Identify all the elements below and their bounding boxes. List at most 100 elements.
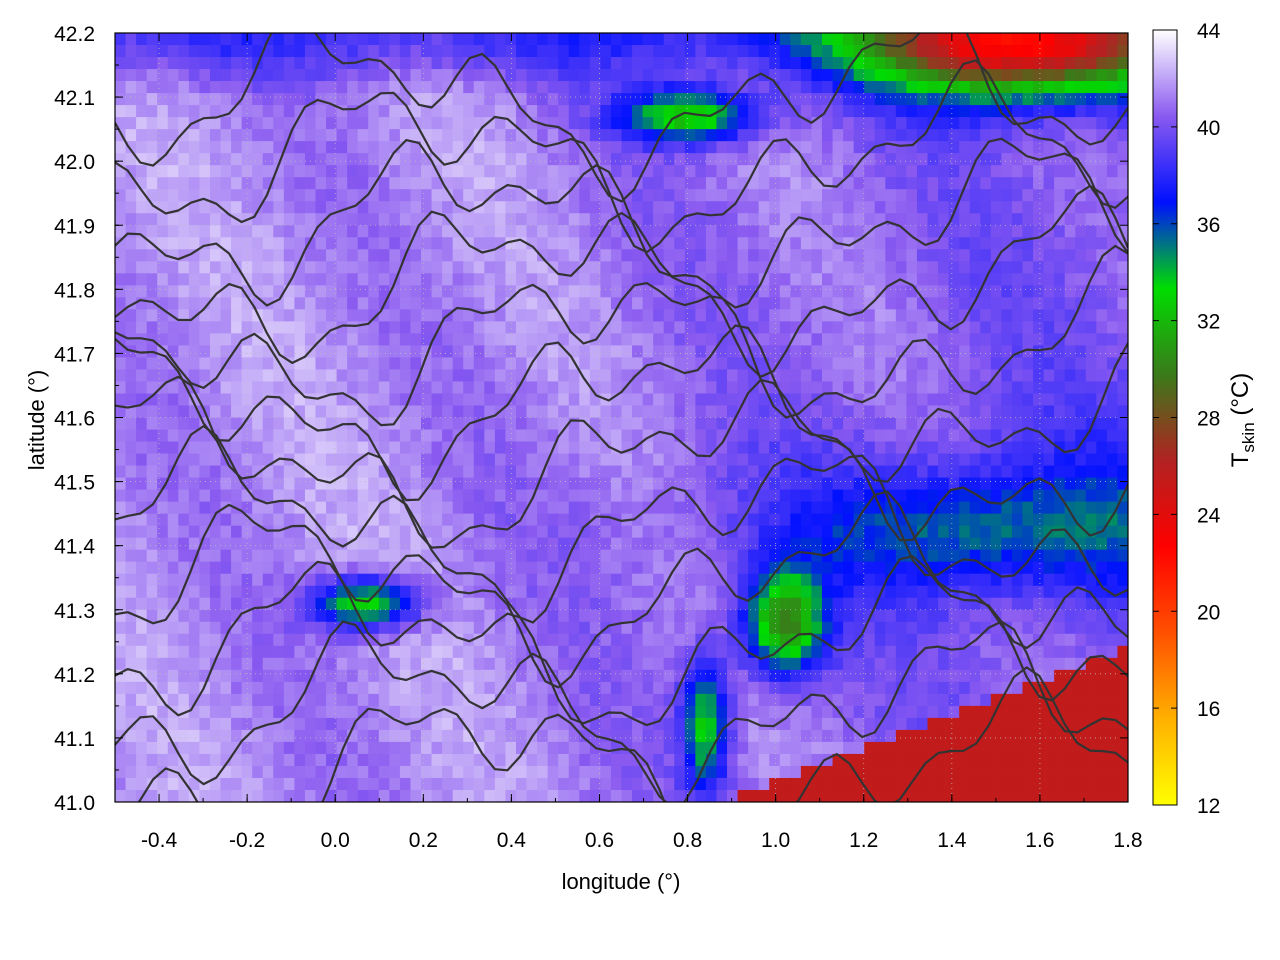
field-cell	[273, 201, 285, 214]
field-cell	[980, 201, 992, 214]
field-cell	[600, 429, 612, 443]
field-cell	[716, 189, 728, 202]
field-cell	[1085, 429, 1097, 443]
field-cell	[885, 237, 897, 250]
field-cell	[895, 513, 907, 527]
field-cell	[1085, 537, 1097, 551]
field-cell	[895, 249, 907, 262]
field-cell	[1064, 465, 1076, 479]
field-cell	[990, 93, 1002, 106]
field-cell	[663, 465, 675, 479]
field-cell	[1106, 417, 1119, 431]
field-cell	[473, 273, 485, 286]
field-cell	[1043, 381, 1055, 395]
field-cell	[494, 345, 507, 359]
field-cell	[209, 381, 222, 395]
field-cell	[1096, 57, 1108, 70]
field-cell	[336, 621, 348, 635]
field-cell	[800, 477, 813, 491]
field-cell	[568, 441, 580, 455]
field-cell	[1075, 537, 1087, 551]
field-cell	[695, 441, 707, 455]
field-cell	[790, 201, 802, 214]
field-cell	[1043, 189, 1055, 202]
field-cell	[769, 333, 781, 347]
field-cell	[515, 57, 528, 70]
field-cell	[1033, 585, 1045, 599]
field-cell	[336, 117, 348, 130]
field-cell	[515, 105, 528, 118]
field-cell	[737, 489, 749, 503]
field-cell	[874, 609, 886, 623]
field-cell	[146, 165, 158, 178]
field-cell	[188, 33, 201, 46]
field-cell	[1054, 117, 1066, 130]
field-cell	[1033, 513, 1045, 527]
field-cell	[895, 333, 907, 347]
field-cell	[906, 69, 918, 82]
field-cell	[473, 81, 485, 94]
field-cell	[1022, 621, 1034, 635]
field-cell	[874, 117, 886, 130]
field-cell	[874, 213, 886, 226]
field-cell	[494, 465, 507, 479]
field-cell	[874, 105, 886, 118]
field-cell	[1022, 309, 1034, 322]
field-cell	[473, 93, 485, 106]
field-cell	[199, 33, 211, 46]
field-cell	[790, 393, 802, 407]
field-cell	[515, 645, 528, 659]
field-cell	[484, 645, 496, 659]
field-cell	[811, 609, 823, 623]
field-cell	[1096, 369, 1108, 383]
field-cell	[684, 537, 696, 551]
field-cell	[125, 525, 137, 539]
field-cell	[558, 57, 570, 70]
field-cell	[1075, 321, 1087, 334]
field-cell	[515, 489, 528, 503]
field-cell	[832, 405, 844, 419]
field-cell	[357, 633, 369, 647]
field-cell	[157, 645, 169, 659]
field-cell	[874, 309, 886, 322]
field-cell	[811, 489, 823, 503]
field-cell	[716, 69, 728, 82]
field-cell	[431, 513, 443, 527]
field-cell	[874, 237, 886, 250]
field-cell	[980, 93, 992, 106]
field-cell	[167, 81, 179, 94]
field-cell	[980, 405, 992, 419]
field-cell	[273, 477, 285, 491]
field-cell	[990, 333, 1002, 347]
field-cell	[421, 513, 433, 527]
field-cell	[853, 153, 865, 166]
field-cell	[452, 537, 464, 551]
field-cell	[864, 201, 876, 214]
field-cell	[199, 237, 211, 250]
field-cell	[368, 465, 380, 479]
field-cell	[421, 417, 433, 431]
field-cell	[273, 141, 285, 154]
field-cell	[1096, 285, 1108, 298]
field-cell	[727, 33, 739, 46]
field-cell	[199, 585, 211, 599]
field-cell	[378, 393, 390, 407]
field-cell	[832, 177, 844, 190]
field-cell	[853, 501, 865, 515]
field-cell	[421, 357, 433, 371]
field-cell	[252, 453, 264, 467]
field-cell	[315, 285, 327, 298]
field-cell	[1054, 465, 1066, 479]
field-cell	[484, 489, 496, 503]
field-cell	[568, 645, 580, 659]
field-cell	[410, 573, 422, 587]
field-cell	[188, 501, 201, 515]
field-cell	[906, 561, 918, 575]
field-cell	[558, 225, 570, 238]
field-cell	[452, 561, 464, 575]
field-cell	[304, 225, 317, 238]
field-cell	[115, 81, 127, 94]
field-cell	[927, 285, 939, 298]
field-cell	[410, 297, 422, 310]
field-cell	[231, 633, 243, 647]
